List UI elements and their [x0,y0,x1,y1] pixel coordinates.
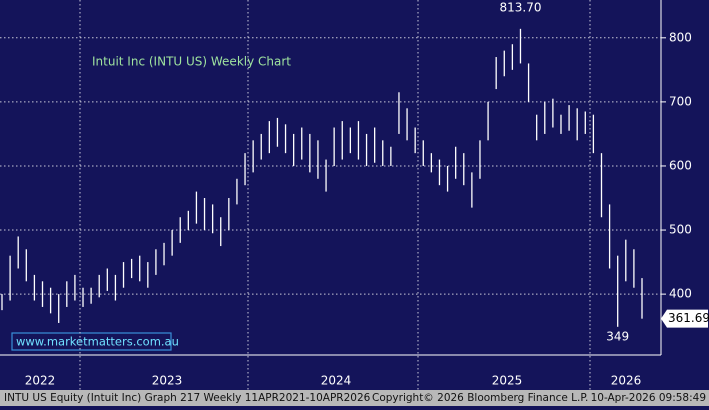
footer-right: 10-Apr-2026 09:58:49 [591,392,706,404]
last-price-label: 361.69 [668,311,709,325]
source: www.marketmatters.com.au [16,335,179,349]
high-annotation: 813.70 [499,0,541,14]
last-price-box [661,309,708,328]
low-annotation: 349 [606,329,629,343]
source-box [11,332,172,351]
x-tick-label: 2022 [25,374,56,388]
chart-title: Intuit Inc (INTU US) Weekly Chart [92,55,291,69]
footer-bar [0,390,709,406]
x-tick-label: 2025 [492,374,523,388]
footer-mid: Copyright© 2026 Bloomberg Finance L.P. [372,392,588,404]
y-tick-label: 500 [669,223,692,237]
y-tick-label: 800 [669,30,692,44]
y-tick-label: 400 [669,287,692,301]
footer-left: INTU US Equity (Intuit Inc) Graph 217 We… [4,392,371,404]
x-tick-label: 2024 [321,374,352,388]
x-tick-label: 2026 [611,374,642,388]
y-tick-label: 700 [669,94,692,108]
y-tick-label: 600 [669,158,692,172]
x-tick-label: 2023 [152,374,183,388]
